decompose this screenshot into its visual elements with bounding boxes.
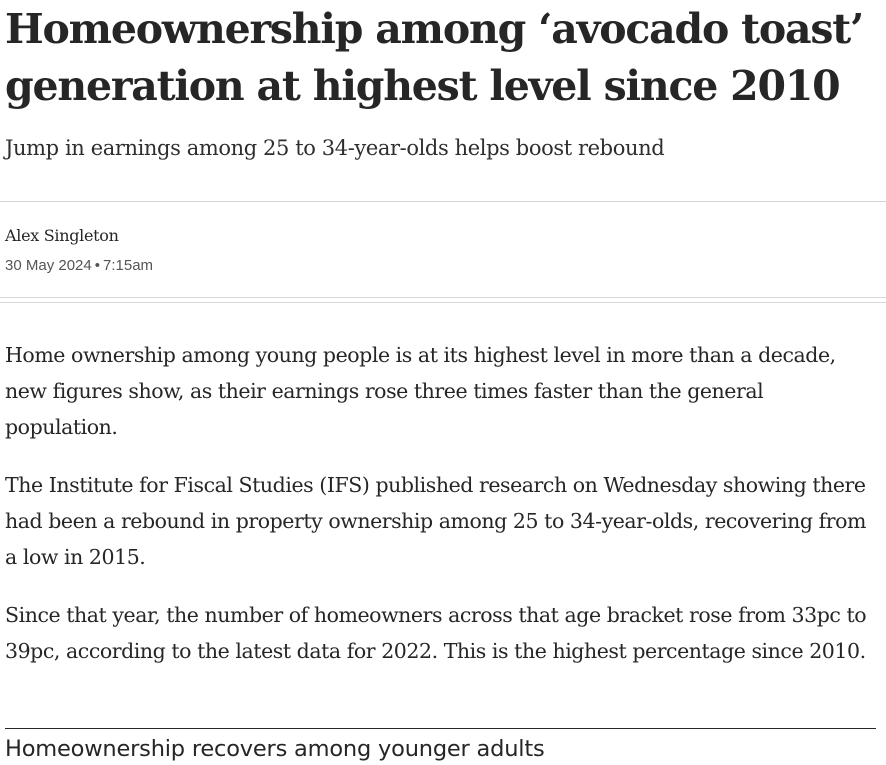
chart-top-rule: [5, 728, 876, 729]
article-body: Home ownership among young people is at …: [5, 337, 875, 691]
article-headline: Homeownership among ‘avocado toast’ gene…: [5, 5, 864, 110]
header-divider: [0, 201, 886, 202]
chart-title: Homeownership recovers among younger adu…: [5, 736, 545, 762]
dateline: 30 May 2024 • 7:15am: [5, 255, 153, 277]
byline-author[interactable]: Alex Singleton: [5, 224, 119, 248]
article-standfirst: Jump in earnings among 25 to 34-year-old…: [5, 136, 665, 160]
author-name[interactable]: Alex Singleton: [5, 226, 119, 245]
body-paragraph: Home ownership among young people is at …: [5, 343, 836, 439]
body-paragraph: Since that year, the number of homeowner…: [5, 603, 867, 663]
publish-time: 7:15am: [103, 257, 154, 274]
meta-divider-top: [0, 297, 886, 298]
date-separator: •: [94, 257, 100, 274]
publish-date: 30 May 2024: [5, 257, 92, 274]
body-paragraph: The Institute for Fiscal Studies (IFS) p…: [5, 473, 866, 569]
meta-divider-bottom: [0, 302, 886, 303]
